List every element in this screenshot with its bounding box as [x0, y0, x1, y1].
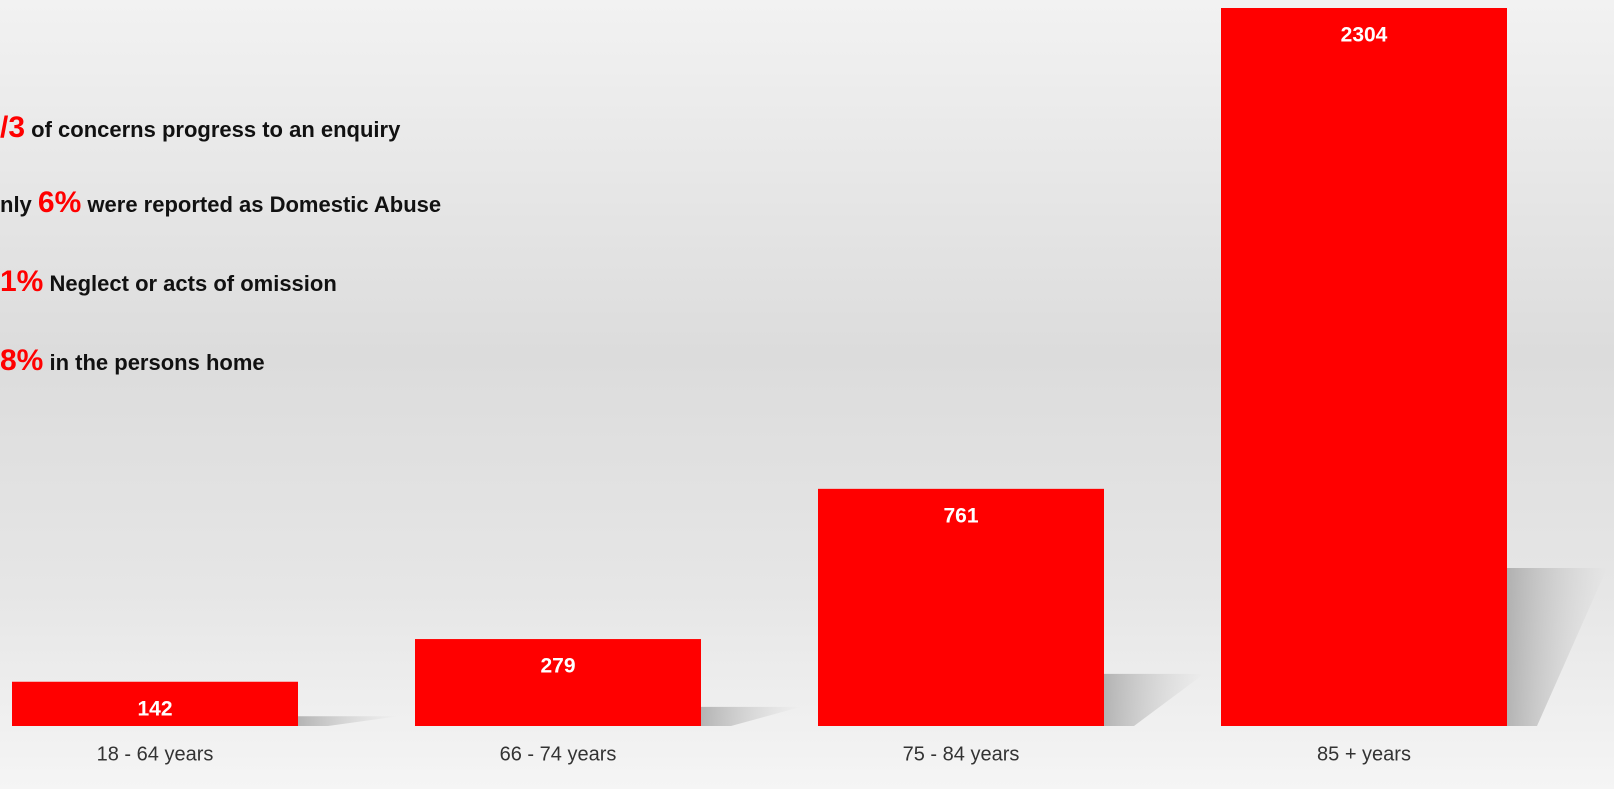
annotation-highlight: /3 — [0, 111, 26, 144]
x-tick-label: 85 + years — [1317, 743, 1411, 765]
annotation: /3 of concerns progress to an enquiry — [0, 111, 400, 147]
annotation-highlight: 1% — [0, 265, 44, 298]
annotation-text: were reported as Domestic Abuse — [87, 192, 442, 217]
bar-shadow — [1507, 568, 1607, 726]
x-tick-label: 18 - 64 years — [97, 743, 214, 765]
annotation: nly 6% were reported as Domestic Abuse — [0, 186, 441, 222]
annotation-prefix: nly — [0, 192, 32, 217]
annotation-highlight: 6% — [37, 186, 82, 219]
bar-shadow — [1104, 673, 1204, 726]
annotation-text: of concerns progress to an enquiry — [31, 117, 401, 142]
value-label: 142 — [137, 697, 172, 720]
annotation-text: Neglect or acts of omission — [49, 271, 337, 296]
bar — [818, 488, 1104, 726]
x-tick-label: 75 - 84 years — [903, 743, 1020, 765]
bar — [1221, 8, 1507, 726]
x-tick-label: 66 - 74 years — [500, 743, 617, 765]
bar-shadow — [298, 716, 398, 726]
annotation-text: in the persons home — [49, 350, 265, 375]
annotation-highlight: 8% — [0, 344, 44, 377]
annotation: 8% in the persons home — [0, 344, 265, 380]
value-label: 2304 — [1341, 24, 1388, 47]
value-label: 761 — [943, 504, 978, 527]
annotation: 1% Neglect or acts of omission — [0, 265, 337, 301]
value-label: 279 — [540, 655, 575, 678]
bar — [12, 681, 298, 726]
bar-shadow — [701, 706, 801, 726]
bar — [415, 639, 701, 726]
